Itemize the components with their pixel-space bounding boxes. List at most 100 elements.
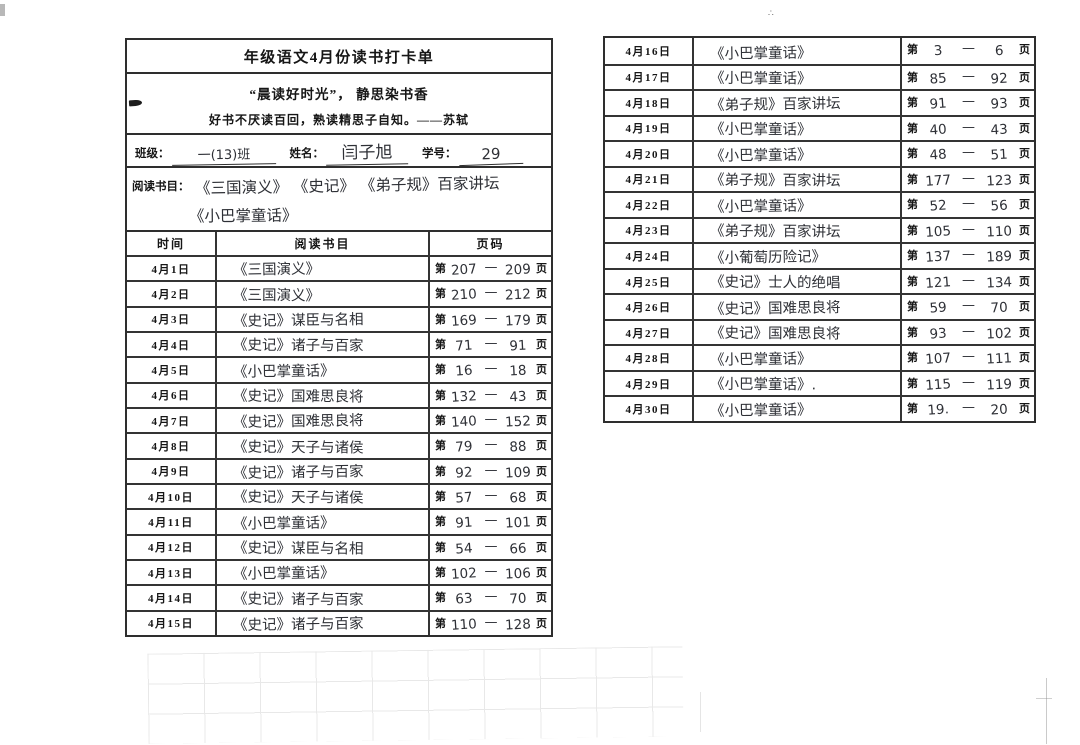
booklist-line-1: 《三国演义》 《史记》 《弟子规》百家讲坛 xyxy=(194,174,500,198)
table-header: 时间 阅读书目 页码 xyxy=(127,232,551,255)
table-row: 4月18日 《弟子规》百家讲坛 第 91 — 93 页 xyxy=(605,89,1034,115)
book-title-cell: 《三国演义》 xyxy=(215,257,428,281)
table-row: 4月23日 《弟子规》百家讲坛 第 105 — 110 页 xyxy=(605,216,1034,243)
date-cell: 4月14日 xyxy=(148,592,194,605)
page-prefix: 第 xyxy=(435,440,446,453)
page-suffix: 页 xyxy=(1019,199,1031,212)
page-end: 56 xyxy=(989,197,1008,215)
reading-table-right: 4月16日 《小巴掌童话》 第 3 — 6 页 4月17日 《小巴掌童话》 第 … xyxy=(605,38,1034,421)
page-range-cell: 第 132 — 43 页 xyxy=(428,383,551,407)
page-suffix: 页 xyxy=(1019,44,1031,56)
page-dash: — xyxy=(484,412,498,427)
book-title-cell: 《史记》天子与诸侯 xyxy=(215,485,428,509)
book-title-cell: 《小巴掌童话》 xyxy=(215,510,428,534)
page-start: 91 xyxy=(929,95,948,113)
bleed-line xyxy=(1046,678,1047,744)
book-title-cell: 《弟子规》百家讲坛 xyxy=(692,167,900,192)
page-start: 71 xyxy=(454,337,474,355)
page-start: 79 xyxy=(454,438,474,456)
page-range-cell: 第 54 — 66 页 xyxy=(428,535,551,559)
reading-log-sheet-left: 年级语文4月份读书打卡单 “晨读好时光”， 静思染书香 好书不厌读百回，熟读精思… xyxy=(125,38,553,637)
book-title: 《小巴掌童话》 xyxy=(709,70,812,88)
page-suffix: 页 xyxy=(536,592,547,605)
page-prefix: 第 xyxy=(435,415,446,427)
book-title-cell: 《史记》谋臣与名相 xyxy=(215,535,428,559)
date-cell: 4月4日 xyxy=(151,339,191,352)
page-range-cell: 第 71 — 91 页 xyxy=(428,333,551,357)
page-dash: — xyxy=(484,614,498,630)
table-row: 4月4日 《史记》诸子与百家 第 71 — 91 页 xyxy=(127,331,551,357)
date-cell: 4月1日 xyxy=(151,263,191,276)
student-number-value: 29 xyxy=(458,145,523,167)
page-prefix: 第 xyxy=(435,516,446,529)
page-start: 92 xyxy=(454,464,474,482)
page-start: 132 xyxy=(450,387,478,406)
page-suffix: 页 xyxy=(536,541,547,554)
page-suffix: 页 xyxy=(1019,403,1031,416)
page-dash: — xyxy=(962,68,975,84)
page-dash: — xyxy=(962,298,975,314)
page-end: 102 xyxy=(985,325,1013,343)
book-title-cell: 《史记》国难思良将 xyxy=(692,295,900,319)
page-start: 137 xyxy=(924,248,952,267)
book-title-cell: 《小巴掌童话》 xyxy=(692,65,900,90)
page-suffix: 页 xyxy=(1019,250,1031,263)
page-end: 6 xyxy=(994,42,1004,60)
table-row: 4月22日 《小巴掌童话》 第 52 — 56 页 xyxy=(605,191,1034,217)
table-row: 4月20日 《小巴掌童话》 第 48 — 51 页 xyxy=(605,140,1034,166)
page-suffix: 页 xyxy=(1019,224,1031,237)
page-end: 209 xyxy=(504,261,532,279)
page-range-cell: 第 91 — 101 页 xyxy=(428,510,551,534)
page-prefix: 第 xyxy=(435,617,446,630)
table-row: 4月14日 《史记》诸子与百家 第 63 — 70 页 xyxy=(127,584,551,610)
page-suffix: 页 xyxy=(1019,326,1031,339)
table-row: 4月7日 《史记》国难思良将 第 140 — 152 页 xyxy=(127,407,551,433)
page-end: 109 xyxy=(504,463,532,482)
page-suffix: 页 xyxy=(536,313,547,326)
book-title: 《小巴掌童话》 xyxy=(232,362,335,381)
table-row: 4月10日 《史记》天子与诸侯 第 57 — 68 页 xyxy=(127,483,551,509)
page-end: 92 xyxy=(989,70,1008,87)
page-suffix: 页 xyxy=(1019,71,1031,84)
book-title-cell: 《史记》国难思良将 xyxy=(215,383,428,407)
table-row: 4月12日 《史记》谋臣与名相 第 54 — 66 页 xyxy=(127,533,551,559)
book-title-cell: 《小巴掌童话》. xyxy=(692,371,900,396)
book-title-cell: 《小巴掌童话》 xyxy=(692,142,900,166)
page-start: 177 xyxy=(924,171,952,190)
table-row: 4月24日 《小葡萄历险记》 第 137 — 189 页 xyxy=(605,242,1034,268)
page-prefix: 第 xyxy=(907,275,918,288)
book-title-cell: 《史记》诸子与百家 xyxy=(215,611,428,635)
page-dash: — xyxy=(962,400,975,416)
page-dash: — xyxy=(962,170,975,186)
book-title-cell: 《史记》诸子与百家 xyxy=(215,459,428,483)
page-range-cell: 第 57 — 68 页 xyxy=(428,485,551,509)
page-suffix: 页 xyxy=(536,516,547,529)
page-prefix: 第 xyxy=(435,313,446,326)
page-prefix: 第 xyxy=(907,148,918,161)
book-title-cell: 《弟子规》百家讲坛 xyxy=(692,91,900,115)
book-title: 《史记》国难思良将 xyxy=(709,299,841,318)
page-start: 115 xyxy=(924,376,952,394)
page-end: 110 xyxy=(985,223,1013,241)
page-range-cell: 第 63 — 70 页 xyxy=(428,586,551,610)
book-title: 《小巴掌童话》 xyxy=(709,146,812,165)
page-dash: — xyxy=(962,221,975,237)
column-header-time: 时间 xyxy=(156,237,185,251)
table-row: 4月28日 《小巴掌童话》 第 107 — 111 页 xyxy=(605,344,1034,370)
book-title: 《小巴掌童话》 xyxy=(709,402,812,420)
page-prefix: 第 xyxy=(435,339,446,351)
date-cell: 4月17日 xyxy=(625,72,672,85)
book-title: 《小葡萄历险记》 xyxy=(709,248,827,267)
book-title: 《史记》天子与诸侯 xyxy=(232,489,364,507)
page-range-cell: 第 169 — 179 页 xyxy=(428,307,551,331)
page-start: 16 xyxy=(454,362,474,380)
page-dash: — xyxy=(962,94,975,110)
page-suffix: 页 xyxy=(536,440,547,453)
page-end: 152 xyxy=(504,413,532,431)
name-label: 姓名： xyxy=(289,148,325,160)
book-title-cell: 《小巴掌童话》 xyxy=(692,397,900,421)
page-suffix: 页 xyxy=(536,567,547,579)
page-suffix: 页 xyxy=(536,465,547,478)
book-title-cell: 《史记》士人的绝唱 xyxy=(692,269,900,294)
